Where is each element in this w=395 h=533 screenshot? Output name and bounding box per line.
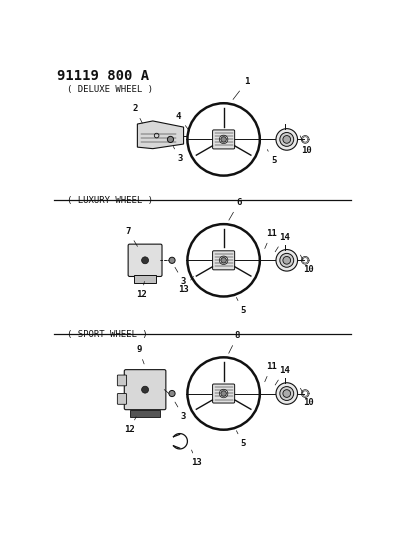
FancyBboxPatch shape — [130, 410, 160, 417]
Text: 7: 7 — [126, 227, 137, 246]
Text: 13: 13 — [178, 277, 194, 294]
Text: 1: 1 — [233, 77, 249, 100]
FancyBboxPatch shape — [213, 251, 235, 270]
Text: 3: 3 — [173, 147, 182, 163]
FancyBboxPatch shape — [213, 130, 235, 149]
Circle shape — [169, 391, 175, 397]
Text: ( DELUXE WHEEL ): ( DELUXE WHEEL ) — [67, 85, 153, 94]
Text: 5: 5 — [236, 297, 246, 315]
Text: 6: 6 — [229, 198, 242, 220]
Circle shape — [280, 253, 294, 267]
Circle shape — [276, 383, 297, 405]
Text: 4: 4 — [175, 112, 190, 131]
Text: 10: 10 — [300, 136, 312, 156]
Text: 13: 13 — [191, 450, 202, 467]
Text: 11: 11 — [265, 229, 277, 248]
Circle shape — [283, 390, 291, 398]
Polygon shape — [137, 121, 184, 149]
Text: 5: 5 — [267, 150, 276, 165]
Text: 3: 3 — [175, 268, 186, 286]
Circle shape — [283, 256, 291, 264]
Text: 10: 10 — [301, 255, 314, 274]
Text: 8: 8 — [229, 332, 240, 353]
Circle shape — [142, 386, 149, 393]
Text: 5: 5 — [236, 431, 246, 448]
Text: 14: 14 — [275, 233, 290, 252]
Circle shape — [221, 137, 226, 142]
Text: 2: 2 — [132, 104, 142, 123]
FancyBboxPatch shape — [117, 393, 126, 405]
FancyBboxPatch shape — [213, 384, 235, 403]
Text: 12: 12 — [124, 417, 136, 434]
Text: 91119 800 A: 91119 800 A — [56, 69, 149, 83]
Circle shape — [167, 136, 173, 142]
FancyBboxPatch shape — [134, 275, 156, 282]
Circle shape — [142, 257, 149, 264]
Circle shape — [221, 391, 226, 396]
Text: ( LUXURY WHEEL ): ( LUXURY WHEEL ) — [67, 196, 153, 205]
Text: 11: 11 — [265, 362, 277, 382]
Circle shape — [276, 128, 297, 150]
Text: 10: 10 — [301, 388, 314, 407]
Text: 14: 14 — [275, 366, 290, 385]
FancyBboxPatch shape — [117, 375, 126, 386]
Circle shape — [283, 135, 291, 143]
FancyBboxPatch shape — [128, 244, 162, 277]
Circle shape — [280, 133, 294, 147]
Text: 12: 12 — [136, 281, 147, 300]
Circle shape — [169, 257, 175, 263]
Circle shape — [221, 257, 226, 263]
Text: 3: 3 — [175, 402, 186, 421]
Text: ( SPORT WHEEL ): ( SPORT WHEEL ) — [67, 330, 148, 340]
Circle shape — [276, 249, 297, 271]
Circle shape — [280, 386, 294, 400]
Text: 9: 9 — [136, 345, 144, 364]
FancyBboxPatch shape — [124, 370, 166, 410]
